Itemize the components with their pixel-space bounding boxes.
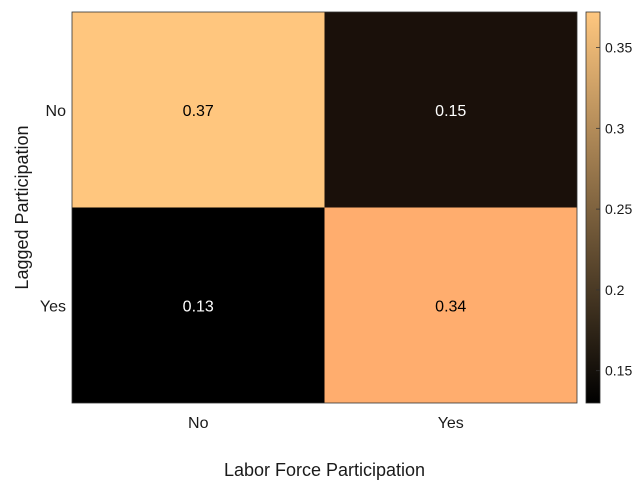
plot-frame [71,11,578,404]
heatmap-cell [324,12,577,208]
y-tick-label: No [46,103,67,120]
heatmap-cell [324,207,577,403]
heatmap-cells: 0.37 0.15 0.13 0.34 [72,12,577,403]
x-tick-label: No [188,415,209,432]
cell-value-label: 0.37 [183,103,214,120]
colorbar-ticks: 0.15 0.2 0.25 0.3 0.35 [596,40,632,379]
cell-value-label: 0.13 [183,298,214,315]
colorbar [585,11,601,404]
x-tick-labels: No Yes [188,415,464,432]
colorbar-tick-label: 0.2 [605,282,625,298]
cell-value-label: 0.34 [435,298,466,315]
x-tick-label: Yes [438,415,464,432]
cell-value-label: 0.15 [435,103,466,120]
y-tick-labels: No Yes [40,103,66,316]
x-axis-label: Labor Force Participation [224,460,425,480]
y-axis-label: Lagged Participation [12,125,32,289]
y-tick-label: Yes [40,298,66,315]
heatmap-cell [72,12,325,208]
colorbar-tick-label: 0.3 [605,120,625,136]
colorbar-tick-label: 0.35 [605,40,632,56]
colorbar-tick-label: 0.15 [605,363,632,379]
heatmap-cell [72,207,325,403]
colorbar-tick-label: 0.25 [605,201,632,217]
